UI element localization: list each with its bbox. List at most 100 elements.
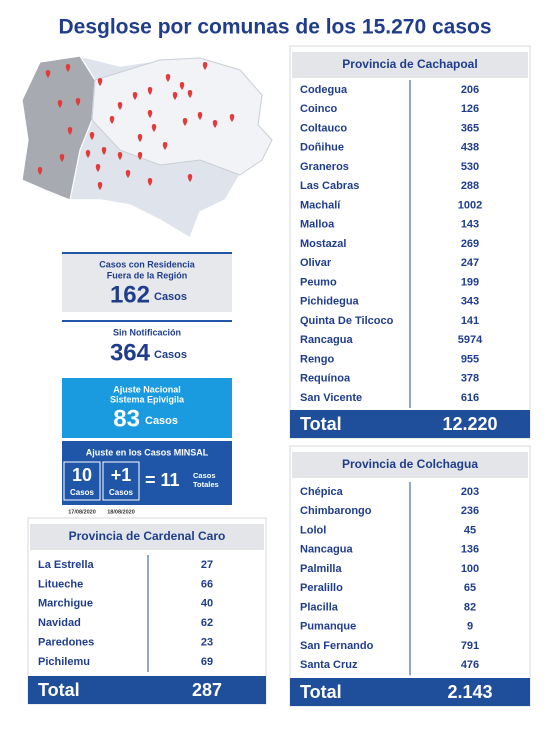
row-name: Palmilla: [300, 563, 342, 575]
row-value: 288: [461, 180, 479, 192]
row-value: 23: [201, 637, 213, 649]
box-fuera: Casos con Residencia Fuera de la Región …: [62, 252, 232, 312]
map-pin: [162, 142, 168, 150]
title: Desglose por comunas de los 15.270 casos: [58, 16, 491, 39]
box-value: 364: [110, 339, 151, 366]
box-label: Fuera de la Región: [107, 270, 188, 280]
map-province: [21, 55, 96, 201]
box-unit: Casos: [145, 415, 178, 427]
date: 17/08/2020: [68, 509, 96, 515]
map-pin: [59, 154, 65, 162]
map-pin: [95, 164, 101, 172]
map-province: [91, 57, 273, 176]
total-label: Total: [38, 680, 80, 700]
map-pin: [187, 90, 193, 98]
row-value: 791: [461, 640, 479, 652]
map: [21, 55, 273, 240]
total-value: 12.220: [442, 414, 497, 434]
box-frame: [102, 461, 140, 501]
map-pin: [182, 118, 188, 126]
box-label: Ajuste en los Casos MINSAL: [86, 447, 209, 457]
row-name: Chimbarongo: [300, 505, 372, 517]
row-value: 141: [461, 315, 479, 327]
row-name: Las Cabras: [300, 180, 359, 192]
row-name: San Vicente: [300, 392, 362, 404]
row-name: La Estrella: [38, 559, 95, 571]
row-name: Rancagua: [300, 334, 353, 346]
box-unit: Casos: [154, 349, 187, 361]
map-pin: [117, 102, 123, 110]
map-pin: [65, 64, 71, 72]
row-name: Nancagua: [300, 544, 353, 556]
row-value: 9: [467, 621, 473, 633]
row-name: Requínoa: [300, 373, 351, 385]
total-bar: [28, 676, 266, 704]
before-unit: Casos: [70, 488, 95, 497]
row-name: Pichilemu: [38, 656, 90, 668]
row-name: Coinco: [300, 103, 338, 115]
added-unit: Casos: [109, 488, 134, 497]
row-value: 199: [461, 276, 479, 288]
map-pin: [147, 87, 153, 95]
row-value: 143: [461, 219, 479, 231]
map-pin: [147, 178, 153, 186]
table-title: Provincia de Colchagua: [342, 457, 478, 471]
row-value: 5974: [458, 334, 483, 346]
map-pin: [37, 167, 43, 175]
row-name: Coltauco: [300, 122, 347, 134]
box: [62, 378, 232, 438]
row-value: 45: [464, 524, 476, 536]
total-value: 2.143: [447, 682, 492, 702]
map-pin: [101, 147, 107, 155]
row-name: Lolol: [300, 524, 326, 536]
total-bar: [290, 410, 530, 438]
box-sin-notificacion: Sin Notificación 364 Casos: [62, 320, 232, 366]
total-label: Total: [300, 414, 342, 434]
map-pin: [202, 62, 208, 70]
map-pin: [151, 124, 157, 132]
row-value: 100: [461, 563, 479, 575]
map-pin: [147, 110, 153, 118]
map-pin: [197, 112, 203, 120]
row-value: 65: [464, 582, 476, 594]
table-title: Provincia de Cachapoal: [342, 57, 477, 71]
row-value: 69: [201, 656, 213, 668]
box-border: [62, 320, 232, 322]
row-name: Olivar: [300, 257, 332, 269]
map-pin: [89, 132, 95, 140]
map-pin: [57, 100, 63, 108]
row-value: 247: [461, 257, 479, 269]
table-header: [292, 452, 528, 478]
row-name: Marchigue: [38, 598, 93, 610]
box-label: Casos con Residencia: [99, 259, 196, 269]
row-name: Malloa: [300, 219, 335, 231]
row-value: 126: [461, 103, 479, 115]
row-name: Mostazal: [300, 238, 346, 250]
map-pin: [117, 152, 123, 160]
row-value: 365: [461, 122, 479, 134]
row-name: Navidad: [38, 617, 81, 629]
box-label: Sin Notificación: [113, 327, 181, 337]
map-pin: [229, 114, 235, 122]
total-value: 287: [192, 680, 222, 700]
row-value: 378: [461, 373, 479, 385]
map-pin: [137, 134, 143, 142]
map-pin: [179, 82, 185, 90]
total-bar: [290, 678, 530, 706]
row-value: 1002: [458, 199, 482, 211]
box-frame: [63, 461, 101, 501]
row-value: 269: [461, 238, 479, 250]
date: 18/08/2020: [107, 509, 135, 515]
row-name: Placilla: [300, 601, 339, 613]
row-value: 530: [461, 161, 479, 173]
before-value: 10: [72, 465, 92, 485]
row-value: 136: [461, 544, 479, 556]
box-unit: Casos: [154, 291, 187, 303]
box: [62, 441, 232, 505]
row-value: 206: [461, 84, 479, 96]
box-value: 162: [110, 281, 150, 308]
row-value: 236: [461, 505, 479, 517]
box-ajuste-minsal: Ajuste en los Casos MINSAL 10 Casos +1 C…: [62, 441, 232, 515]
total-label: Total: [300, 682, 342, 702]
row-name: Peralillo: [300, 582, 343, 594]
